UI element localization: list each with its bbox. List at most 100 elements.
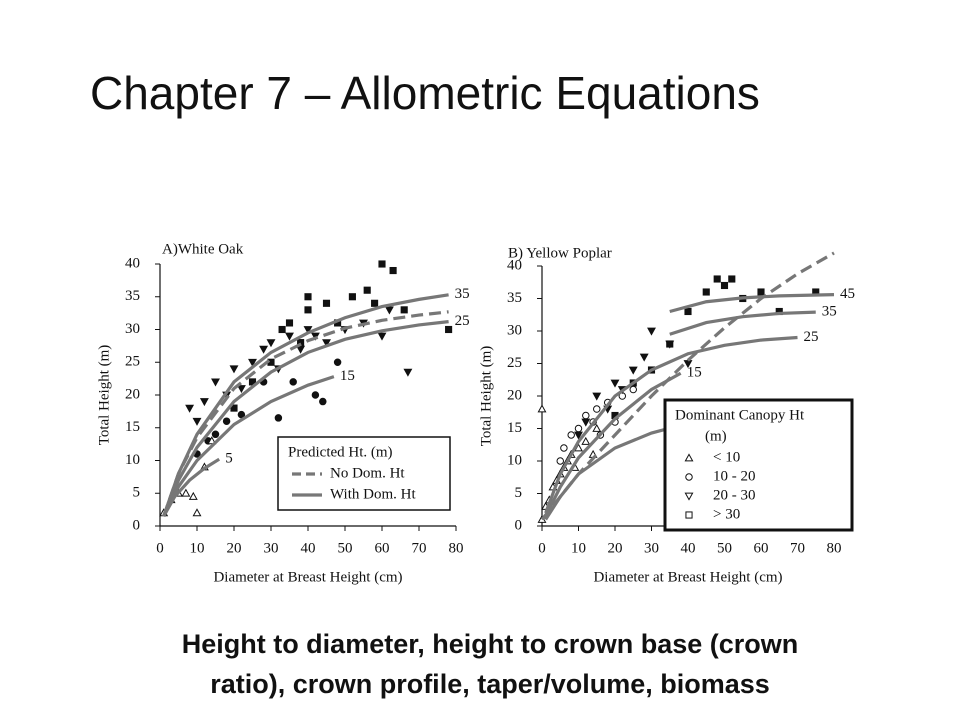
point [556,457,564,465]
y-tick-label: 10 [507,452,522,468]
point [581,418,591,427]
y-tick-label: 30 [507,322,522,338]
point [322,339,331,348]
point [363,286,371,294]
point [229,365,239,374]
legend-label: > 30 [713,506,740,522]
point [400,306,408,314]
slide-title: Chapter 7 – Allometric Equations [90,67,760,119]
point [289,378,297,386]
y-tick-label: 40 [507,257,522,273]
point [610,379,620,388]
x-tick-label: 10 [190,540,205,556]
curve [669,310,816,336]
y-tick-label: 30 [125,321,140,337]
x-tick-label: 50 [717,540,732,556]
curve [669,293,835,314]
y-tick-label: 25 [507,355,522,371]
point [185,404,195,413]
x-tick-label: 80 [827,540,842,556]
x-tick-label: 30 [264,540,279,556]
legend-label: With Dom. Ht [330,486,416,502]
curve-label: 35 [455,286,470,302]
x-tick-label: 0 [156,540,164,556]
point [684,307,692,316]
legend-label: 10 - 20 [713,468,756,484]
point [322,299,331,307]
point [683,360,693,369]
legend-title: Dominant Canopy Ht [675,407,805,423]
point [304,306,312,314]
point [274,414,283,422]
point [304,293,312,301]
curve-label: 15 [687,365,702,381]
point [285,332,294,341]
y-tick-label: 35 [507,290,522,306]
point [222,417,231,425]
point [259,345,269,354]
curve [162,310,449,517]
chart-title: A)White Oak [162,241,244,257]
x-tick-label: 70 [790,540,805,556]
x-tick-label: 40 [301,540,316,556]
legend-label: < 10 [713,449,740,465]
point [378,260,386,268]
curve [544,335,798,514]
curve [162,293,449,517]
y-tick-label: 15 [125,419,140,435]
y-tick-label: 5 [133,485,141,501]
point [237,410,246,419]
point [666,340,674,348]
point [628,366,638,375]
point [230,404,238,412]
point [389,266,397,275]
curve-label: 35 [822,304,837,320]
caption-line: ratio), crown profile, taper/volume, bio… [210,669,770,699]
point [211,430,220,439]
curve [162,375,335,517]
point [403,368,413,377]
point [581,436,591,445]
point [684,453,694,462]
chart: B) Yellow Poplar 0 10 20 30 40 50 60 70 80 0 5 10 15 2… [478,245,855,585]
y-tick-label: 0 [133,517,141,533]
point [211,378,220,387]
point [188,491,198,500]
point [537,404,547,413]
point [192,508,202,517]
point [445,325,453,334]
y-tick-label: 15 [507,420,522,436]
curve [540,251,835,521]
point [647,327,656,336]
curve-label: 25 [804,329,819,345]
point [311,391,320,399]
y-tick-label: 40 [125,255,140,271]
chart-title: B) Yellow Poplar [508,245,612,261]
legend-title: (m) [705,428,727,444]
point [236,385,246,394]
point [685,473,693,481]
point [757,288,765,296]
x-tick-label: 40 [681,540,696,556]
x-tick-label: 60 [375,540,390,556]
point [266,339,276,348]
y-tick-label: 20 [125,386,140,402]
point [592,392,602,401]
point [181,488,191,497]
point [593,405,601,413]
curve-label: 5 [225,451,233,467]
x-axis-label: Diameter at Breast Height (cm) [213,569,402,585]
point [199,398,209,407]
point [720,281,729,290]
y-tick-label: 5 [515,485,523,501]
point [285,319,294,327]
point [702,288,710,296]
x-axis-label: Diameter at Breast Height (cm) [593,569,782,585]
x-tick-label: 30 [644,540,659,556]
curve [544,371,682,517]
point [303,326,313,335]
y-tick-label: 25 [125,354,140,370]
point [296,345,306,354]
curve-label: 45 [840,286,855,302]
